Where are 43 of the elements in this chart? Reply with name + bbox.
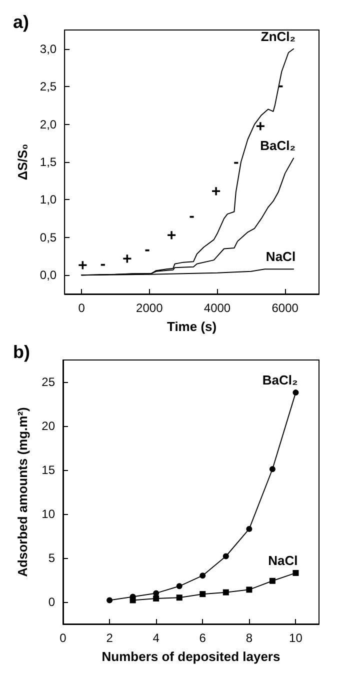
x-tick-label: 0: [78, 301, 86, 315]
annotation: +: [211, 184, 221, 201]
series-label: ZnCl₂: [260, 28, 296, 44]
x-tick-label: 2000: [136, 301, 164, 315]
x-tick-label: 8: [246, 631, 253, 645]
y-tick-label: 0,0: [40, 268, 57, 282]
y-tick-label: 2,5: [40, 80, 57, 94]
annotation: +: [78, 258, 88, 274]
series-label: BaCl₂: [260, 138, 296, 154]
y-tick-label: 2,0: [40, 117, 57, 132]
y-axis-title: Adsorbed amounts (mg.m²): [15, 407, 30, 577]
annotation: -: [144, 241, 150, 258]
x-axis-title: Numbers of deposited layers: [102, 649, 280, 664]
x-tick-label: 6: [199, 631, 206, 645]
x-tick-label: 0: [60, 631, 67, 645]
annotation: -: [100, 256, 106, 274]
annotation: +: [256, 118, 266, 136]
y-tick-label: 20: [42, 419, 56, 433]
annotation: -: [189, 208, 194, 226]
x-tick-label: 4: [152, 631, 160, 645]
x-tick-label: 2: [106, 631, 114, 645]
y-tick-label: 0,5: [40, 230, 57, 244]
y-tick-label: 0: [48, 595, 56, 609]
y-tick-label: 1,5: [40, 155, 57, 169]
y-tick-label: 3,0: [40, 42, 57, 56]
annotation: +: [122, 250, 132, 268]
x-axis-title: Time (s): [166, 319, 217, 334]
x-tick-label: 4000: [204, 301, 231, 315]
x-tick-label: 6000: [272, 301, 299, 315]
annotation: -: [234, 154, 239, 171]
y-tick-label: 10: [42, 507, 56, 521]
series-label: NaCl: [266, 249, 296, 264]
annotation: +: [166, 227, 176, 244]
y-tick-label: 5: [48, 551, 56, 565]
x-tick-label: 10: [289, 631, 303, 645]
y-tick-label: 1,0: [40, 192, 57, 207]
chart-title: b): [13, 342, 30, 362]
series-label: BaCl₂: [262, 372, 298, 388]
y-axis-title: ΔS/S₀: [15, 144, 30, 180]
series-label: NaCl: [268, 552, 298, 568]
chart-title: a): [13, 12, 30, 32]
y-tick-label: 15: [42, 463, 56, 477]
y-tick-label: 25: [42, 375, 56, 389]
